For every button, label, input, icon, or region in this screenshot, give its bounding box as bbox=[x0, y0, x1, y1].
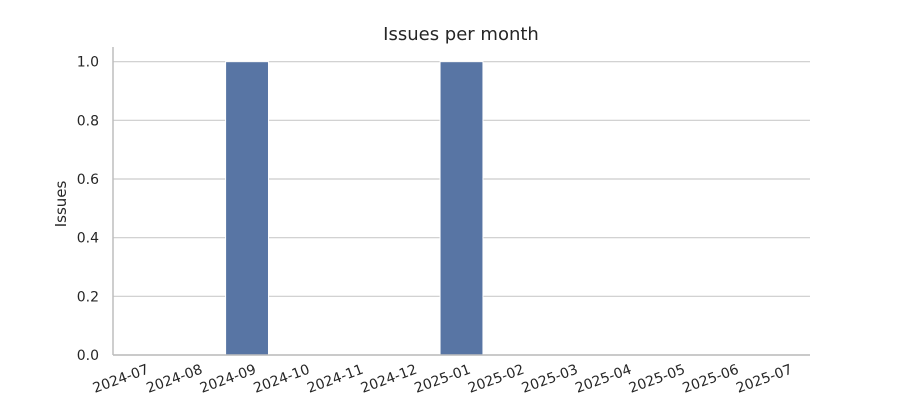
y-tick-labels: 0.0 0.2 0.4 0.6 0.8 1.0 bbox=[77, 55, 99, 364]
axes bbox=[112, 47, 810, 356]
x-tick-label: 2024-11 bbox=[305, 362, 365, 397]
bars bbox=[225, 61, 484, 356]
x-tick-label: 2025-06 bbox=[681, 362, 742, 397]
x-tick-label: 2025-05 bbox=[627, 362, 687, 397]
x-tick-label: 2024-12 bbox=[359, 362, 419, 397]
x-tick-label: 2024-07 bbox=[91, 362, 151, 397]
x-tick-label: 2025-04 bbox=[573, 362, 634, 397]
y-tick-label: 0.8 bbox=[77, 113, 99, 129]
y-tick-label: 0.2 bbox=[77, 289, 99, 305]
bar-2025-01 bbox=[439, 61, 484, 356]
y-tick-label: 1.0 bbox=[77, 55, 99, 71]
x-tick-label: 2025-03 bbox=[520, 362, 580, 397]
x-tick-label: 2024-08 bbox=[144, 362, 204, 397]
y-tick-label: 0.6 bbox=[77, 172, 99, 188]
x-tick-label: 2025-02 bbox=[466, 362, 526, 397]
y-tick-label: 0.4 bbox=[77, 231, 99, 247]
x-tick-label: 2024-09 bbox=[198, 362, 258, 397]
x-tick-label: 2025-01 bbox=[412, 362, 472, 397]
chart-title: Issues per month bbox=[383, 24, 539, 45]
y-axis-label: Issues bbox=[52, 181, 70, 228]
x-tick-label: 2025-07 bbox=[734, 362, 794, 397]
x-tick-label: 2024-10 bbox=[252, 362, 312, 397]
bar-2024-09 bbox=[225, 61, 269, 356]
y-tick-label: 0.0 bbox=[77, 348, 99, 364]
x-tick-labels: 2024-072024-082024-092024-102024-112024-… bbox=[91, 362, 795, 397]
